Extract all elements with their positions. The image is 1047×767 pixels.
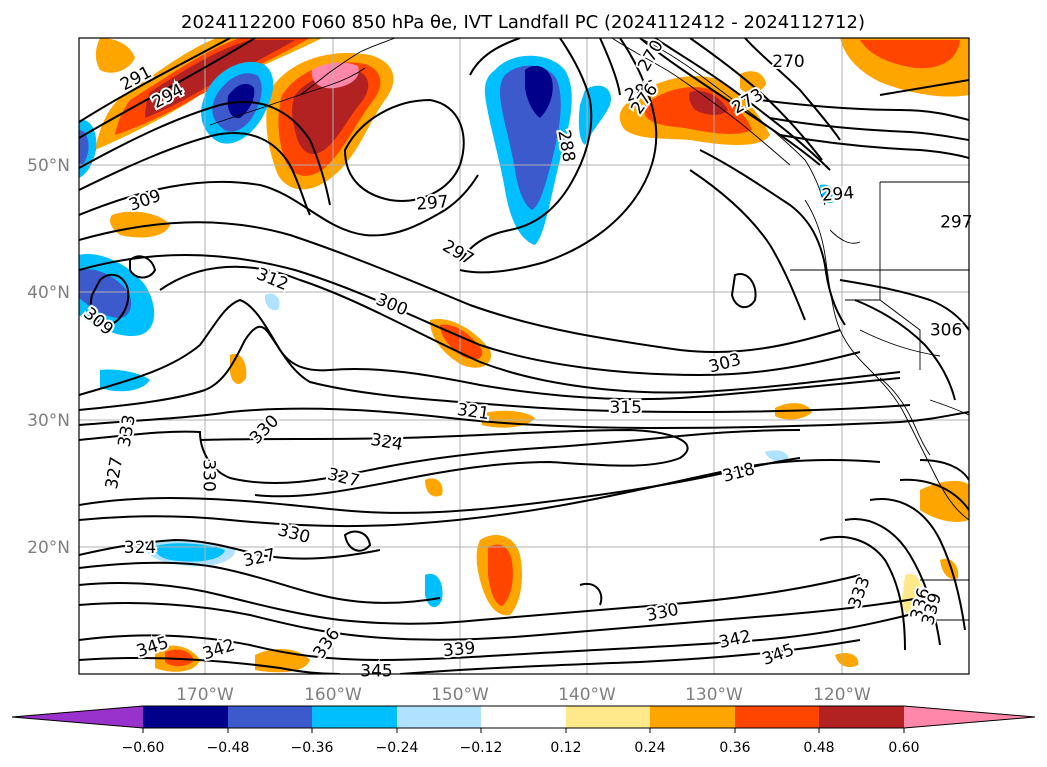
contour-label: 345	[360, 662, 392, 682]
lon-tick: 160°W	[304, 685, 362, 705]
lon-tick: 150°W	[431, 685, 489, 705]
colorbar-bin	[481, 706, 566, 728]
latitude-ticks: 50°N 40°N 30°N 20°N	[27, 156, 70, 558]
contour-label: 339	[442, 638, 476, 661]
longitude-ticks: 170°W 160°W 150°W 140°W 130°W 120°W	[176, 685, 871, 705]
colorbar-label: −0.36	[291, 740, 334, 756]
colorbar-label: 0.60	[888, 740, 919, 756]
colorbar-bin	[312, 706, 397, 728]
colorbar-bin	[819, 706, 904, 728]
colorbar: −0.60 −0.48 −0.36 −0.24 −0.12 0.12 0.24 …	[11, 705, 1036, 756]
colorbar-bin	[735, 706, 819, 728]
contour-label: 270	[772, 52, 804, 72]
colorbar-label: 0.36	[719, 740, 750, 756]
colorbar-label: 0.24	[634, 740, 665, 756]
colorbar-bin	[143, 706, 228, 728]
contour-label: 294	[821, 183, 855, 206]
colorbar-label: −0.60	[122, 740, 165, 756]
contour-label: 297	[415, 192, 449, 215]
theta-e-contours	[79, 38, 969, 674]
lat-tick: 50°N	[27, 156, 70, 176]
contour-label: 315	[609, 398, 641, 418]
colorbar-bin	[228, 706, 312, 728]
contour-label: 330	[199, 459, 219, 491]
colorbar-label: 0.48	[803, 740, 834, 756]
map-panel: 2912943093092972973123002882852702943063…	[77, 35, 974, 684]
contour-label: 306	[930, 321, 962, 341]
colorbar-bin	[397, 706, 481, 728]
colorbar-bin	[566, 706, 650, 728]
lon-tick: 130°W	[685, 685, 743, 705]
colorbar-label: −0.12	[460, 740, 503, 756]
colorbar-extend-low	[12, 706, 143, 728]
colorbar-label: −0.48	[207, 740, 250, 756]
lat-tick: 40°N	[27, 283, 70, 303]
map-frame	[78, 37, 970, 675]
lon-tick: 170°W	[176, 685, 234, 705]
coastlines	[209, 38, 969, 621]
colorbar-label: −0.24	[376, 740, 419, 756]
contour-label: 297	[940, 212, 972, 232]
colorbar-bin	[650, 706, 735, 728]
chart-title: 2024112200 F060 850 hPa θe, IVT Landfall…	[181, 12, 865, 33]
lon-tick: 140°W	[558, 685, 616, 705]
lat-tick: 20°N	[27, 538, 70, 558]
colorbar-extend-high	[904, 706, 1035, 728]
colorbar-label: 0.12	[550, 740, 581, 756]
contour-label: 324	[124, 538, 156, 558]
lon-tick: 120°W	[813, 685, 871, 705]
lat-tick: 30°N	[27, 411, 70, 431]
